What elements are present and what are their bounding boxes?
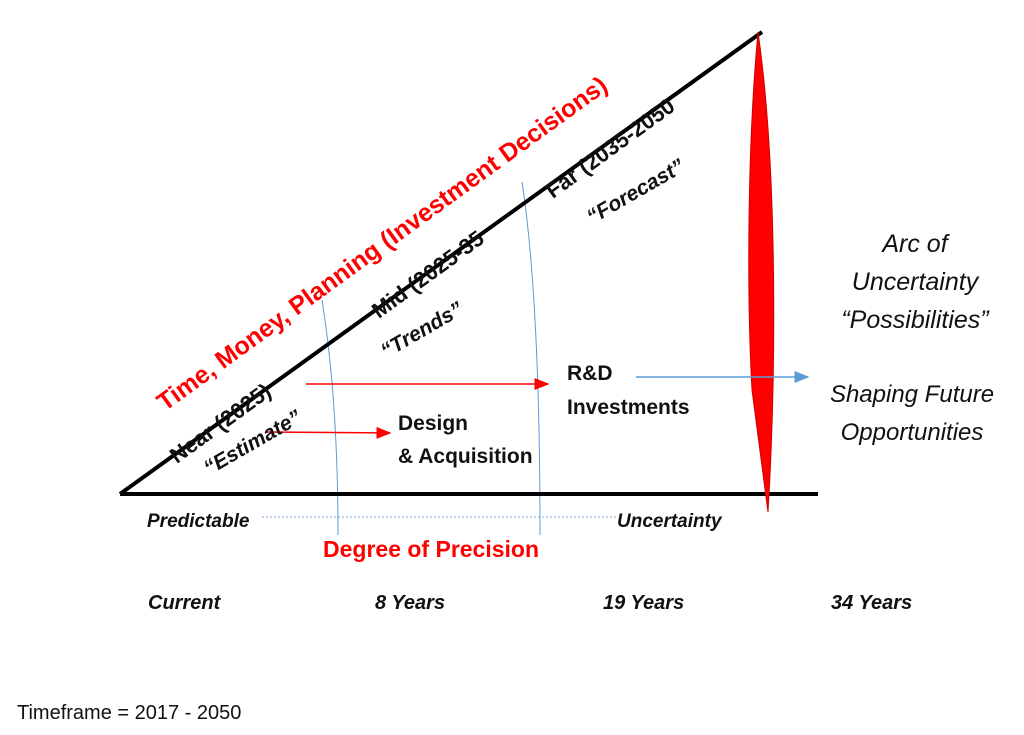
rd-investments-label: R&D Investments <box>567 357 690 425</box>
axis-right-label: Uncertainty <box>617 511 722 532</box>
arc-line-2: Uncertainty <box>851 268 979 296</box>
shaping-line-1: Shaping Future <box>829 381 995 408</box>
arc-line-3: “Possibilities” <box>841 306 989 334</box>
timeline-8-years: 8 Years <box>375 592 446 614</box>
timeline-19-years: 19 Years <box>603 592 685 614</box>
far-boundary-curve <box>521 181 541 536</box>
axis-title: Degree of Precision <box>323 536 540 562</box>
triangle-hypotenuse <box>118 30 764 496</box>
timeframe-footer: Timeframe = 2017 - 2050 <box>17 702 242 724</box>
mid-boundary-curve <box>321 299 339 536</box>
arc-of-uncertainty-shape <box>748 31 775 513</box>
timeline-current: Current <box>148 592 221 614</box>
acquisition-line: & Acquisition <box>398 445 533 468</box>
arc-line-1: Arc of <box>882 230 948 258</box>
design-line: Design <box>398 412 469 435</box>
timeline-34-years: 34 Years <box>831 592 913 614</box>
shaping-line-2: Opportunities <box>840 419 984 446</box>
rd-line: R&D <box>567 362 613 385</box>
estimate-to-design-arrow <box>266 426 392 439</box>
investments-line: Investments <box>567 396 690 419</box>
shaping-future-label: Shaping Future Opportunities <box>810 376 1014 452</box>
axis-left-label: Predictable <box>147 511 250 532</box>
design-acquisition-label: Design & Acquisition <box>398 407 533 473</box>
arc-of-uncertainty-label: Arc of Uncertainty “Possibilities” <box>810 225 1020 339</box>
